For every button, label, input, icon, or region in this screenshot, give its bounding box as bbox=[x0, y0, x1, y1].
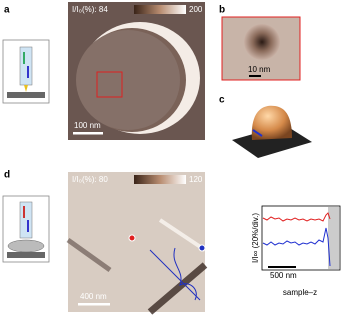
panel-label: a bbox=[4, 5, 10, 16]
colorbar-title: I/I₀(%): 84 bbox=[72, 5, 108, 14]
plot-e: I/I∞ (20%/div.) 500 nm sample–z bbox=[251, 205, 341, 297]
scale-bar-label: 500 nm bbox=[270, 271, 297, 280]
image-d: I/I₀(%): 80 120 400 nm bbox=[66, 172, 208, 315]
scale-bar-label: 400 nm bbox=[80, 292, 107, 301]
schematic-d bbox=[2, 195, 50, 263]
image-a: I/I₀(%): 84 200 100 nm bbox=[68, 2, 205, 140]
colorbar-max: 120 bbox=[189, 175, 203, 184]
y-axis-label: I/I∞ (20%/div.) bbox=[251, 213, 260, 263]
colorbar-max: 200 bbox=[189, 5, 203, 14]
colorbar-title: I/I₀(%): 80 bbox=[72, 175, 108, 184]
image-b: 10 nm bbox=[221, 16, 301, 81]
panel-label: b bbox=[219, 5, 225, 16]
scale-bar-label: 10 nm bbox=[248, 65, 271, 74]
schematic-a bbox=[2, 39, 50, 104]
panel-label: c bbox=[219, 95, 225, 106]
surface-c bbox=[232, 105, 312, 158]
scale-bar-label: 100 nm bbox=[74, 121, 101, 130]
panel-label: d bbox=[4, 170, 10, 181]
x-axis-label: sample–z bbox=[283, 288, 317, 297]
